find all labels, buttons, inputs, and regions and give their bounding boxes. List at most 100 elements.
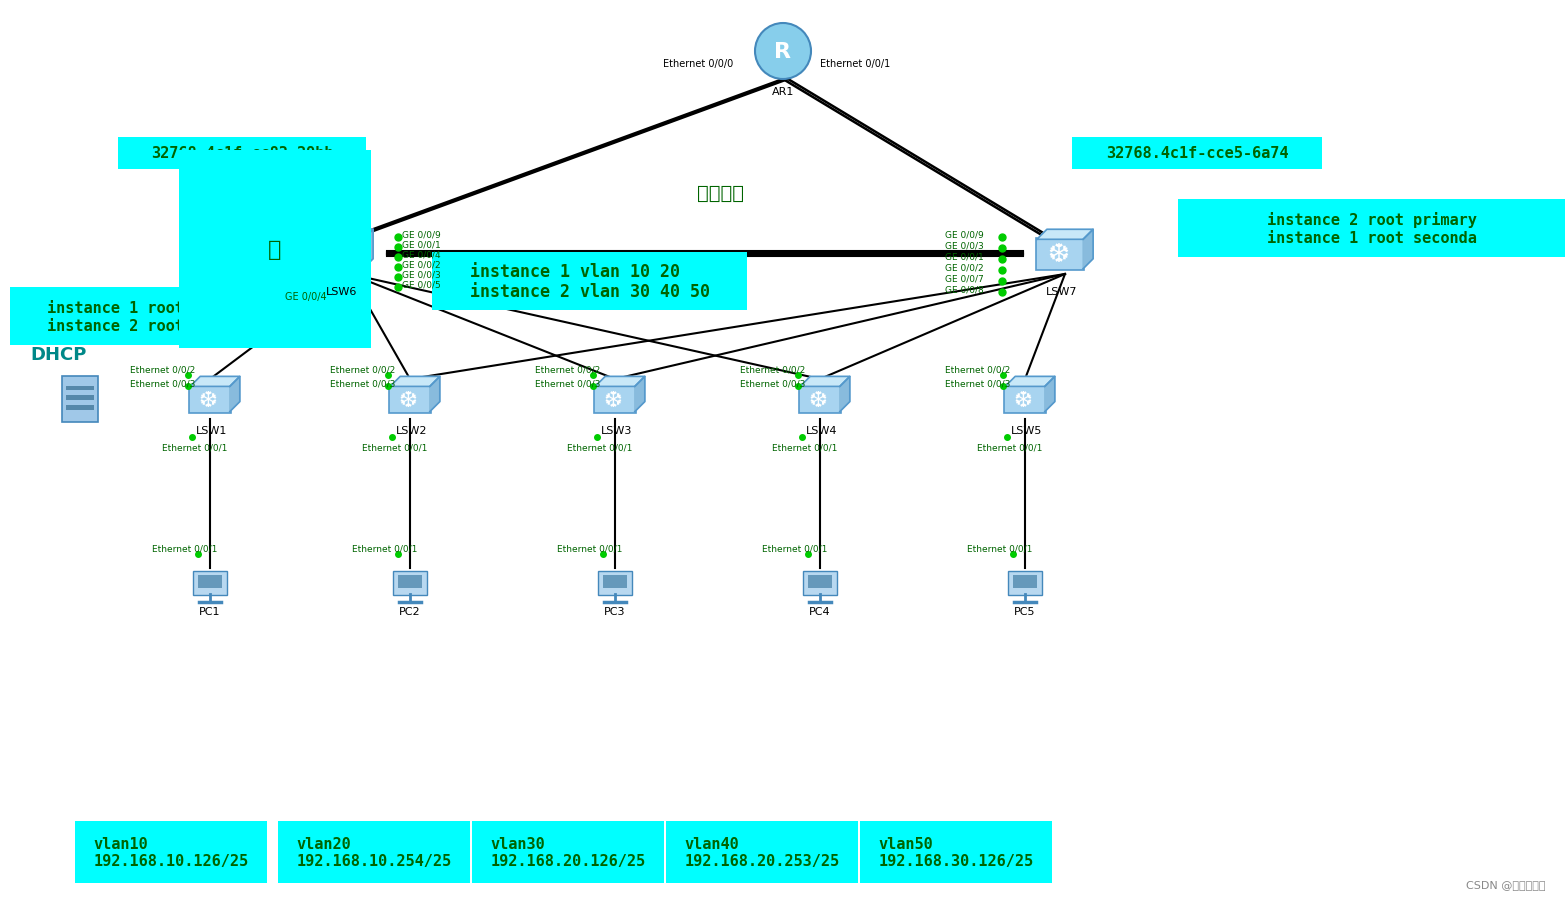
FancyBboxPatch shape bbox=[9, 288, 311, 345]
Text: Ethernet 0/0/3: Ethernet 0/0/3 bbox=[330, 379, 396, 388]
Text: vlan10
192.168.10.126/25: vlan10 192.168.10.126/25 bbox=[94, 836, 249, 869]
Text: instance 2 root primary
instance 1 root seconda: instance 2 root primary instance 1 root … bbox=[1266, 212, 1476, 245]
FancyBboxPatch shape bbox=[861, 821, 1052, 883]
FancyBboxPatch shape bbox=[598, 571, 632, 595]
FancyBboxPatch shape bbox=[66, 386, 94, 391]
Polygon shape bbox=[595, 377, 645, 387]
FancyBboxPatch shape bbox=[1013, 575, 1038, 589]
Text: LSW4: LSW4 bbox=[806, 426, 837, 436]
Polygon shape bbox=[840, 377, 850, 412]
Text: LSW3: LSW3 bbox=[601, 426, 632, 436]
Text: GE 0/0/2: GE 0/0/2 bbox=[945, 263, 984, 272]
Text: Ethernet 0/0/2: Ethernet 0/0/2 bbox=[130, 365, 196, 374]
FancyBboxPatch shape bbox=[1072, 138, 1322, 170]
Text: ❆: ❆ bbox=[199, 390, 218, 410]
Text: ❆: ❆ bbox=[809, 390, 828, 410]
Text: Ethernet 0/0/2: Ethernet 0/0/2 bbox=[330, 365, 396, 374]
Text: ❆: ❆ bbox=[604, 390, 623, 410]
FancyBboxPatch shape bbox=[667, 821, 858, 883]
FancyBboxPatch shape bbox=[473, 821, 664, 883]
Text: GE 0/0/7: GE 0/0/7 bbox=[945, 274, 984, 283]
Text: PC5: PC5 bbox=[1014, 606, 1036, 616]
Polygon shape bbox=[1045, 377, 1055, 412]
FancyBboxPatch shape bbox=[1005, 386, 1045, 413]
Text: GE 0/0/1: GE 0/0/1 bbox=[945, 253, 984, 262]
Text: 根: 根 bbox=[268, 240, 282, 260]
Text: vlan20
192.168.10.254/25: vlan20 192.168.10.254/25 bbox=[296, 836, 452, 869]
Polygon shape bbox=[1005, 377, 1055, 387]
FancyBboxPatch shape bbox=[279, 821, 470, 883]
FancyBboxPatch shape bbox=[316, 239, 365, 271]
Text: LSW5: LSW5 bbox=[1011, 426, 1042, 436]
FancyBboxPatch shape bbox=[66, 406, 94, 410]
Text: GE 0/0/9: GE 0/0/9 bbox=[402, 230, 441, 239]
FancyBboxPatch shape bbox=[432, 253, 747, 310]
Polygon shape bbox=[230, 377, 239, 412]
Text: AR1: AR1 bbox=[772, 87, 793, 97]
FancyBboxPatch shape bbox=[192, 571, 227, 595]
Text: instance 1 vlan 10 20
instance 2 vlan 30 40 50: instance 1 vlan 10 20 instance 2 vlan 30… bbox=[470, 262, 709, 301]
FancyBboxPatch shape bbox=[390, 386, 430, 413]
Text: GE 0/0/1: GE 0/0/1 bbox=[402, 240, 441, 249]
Text: Ethernet 0/0/1: Ethernet 0/0/1 bbox=[762, 544, 828, 553]
Text: GE 0/0/3: GE 0/0/3 bbox=[945, 241, 984, 250]
Text: Ethernet 0/0/1: Ethernet 0/0/1 bbox=[352, 544, 418, 553]
FancyBboxPatch shape bbox=[603, 575, 628, 589]
Text: Ethernet 0/0/1: Ethernet 0/0/1 bbox=[567, 443, 632, 452]
Text: Ethernet 0/0/1: Ethernet 0/0/1 bbox=[152, 544, 218, 553]
Text: Ethernet 0/0/1: Ethernet 0/0/1 bbox=[977, 443, 1042, 452]
Text: CSDN @上进小菜猪: CSDN @上进小菜猪 bbox=[1465, 879, 1545, 889]
FancyBboxPatch shape bbox=[803, 571, 837, 595]
Text: GE 0/0/4: GE 0/0/4 bbox=[285, 291, 327, 301]
Text: LSW1: LSW1 bbox=[196, 426, 227, 436]
Polygon shape bbox=[800, 377, 850, 387]
Text: ❆: ❆ bbox=[399, 390, 418, 410]
Text: Ethernet 0/0/3: Ethernet 0/0/3 bbox=[945, 379, 1011, 388]
Polygon shape bbox=[430, 377, 440, 412]
Polygon shape bbox=[1083, 230, 1092, 270]
Text: PC2: PC2 bbox=[399, 606, 421, 616]
Text: 32768.4c1f-cc83-29bb: 32768.4c1f-cc83-29bb bbox=[150, 146, 333, 161]
Text: DHCP: DHCP bbox=[30, 345, 86, 364]
Text: LSW6: LSW6 bbox=[327, 287, 358, 297]
Text: Ethernet 0/0/1: Ethernet 0/0/1 bbox=[557, 544, 623, 553]
Text: Ethernet 0/0/1: Ethernet 0/0/1 bbox=[362, 443, 427, 452]
FancyBboxPatch shape bbox=[117, 138, 366, 170]
Text: Ethernet 0/0/1: Ethernet 0/0/1 bbox=[820, 59, 890, 69]
Text: ❆: ❆ bbox=[1047, 242, 1069, 268]
Text: Ethernet 0/0/2: Ethernet 0/0/2 bbox=[945, 365, 1011, 374]
Polygon shape bbox=[390, 377, 440, 387]
Polygon shape bbox=[191, 377, 239, 387]
FancyBboxPatch shape bbox=[1178, 199, 1565, 258]
Text: GE 0/0/2: GE 0/0/2 bbox=[402, 260, 441, 269]
Text: GE 0/0/3: GE 0/0/3 bbox=[402, 271, 441, 280]
Text: GE 0/0/9: GE 0/0/9 bbox=[945, 230, 984, 239]
FancyBboxPatch shape bbox=[595, 386, 635, 413]
Text: ❆: ❆ bbox=[327, 242, 349, 268]
FancyBboxPatch shape bbox=[189, 386, 230, 413]
Text: vlan30
192.168.20.126/25: vlan30 192.168.20.126/25 bbox=[490, 836, 646, 869]
FancyBboxPatch shape bbox=[75, 821, 268, 883]
Text: vlan40
192.168.20.253/25: vlan40 192.168.20.253/25 bbox=[684, 836, 839, 869]
Text: vlan50
192.168.30.126/25: vlan50 192.168.30.126/25 bbox=[878, 836, 1033, 869]
Polygon shape bbox=[1038, 230, 1092, 240]
Text: Ethernet 0/0/2: Ethernet 0/0/2 bbox=[740, 365, 806, 374]
Text: GE 0/0/5: GE 0/0/5 bbox=[402, 281, 441, 290]
Text: Ethernet 0/0/2: Ethernet 0/0/2 bbox=[535, 365, 601, 374]
Text: Ethernet 0/0/3: Ethernet 0/0/3 bbox=[130, 379, 196, 388]
Polygon shape bbox=[635, 377, 645, 412]
Text: 链路聚合: 链路聚合 bbox=[696, 183, 743, 202]
Polygon shape bbox=[363, 230, 372, 270]
FancyBboxPatch shape bbox=[1008, 571, 1042, 595]
Text: instance 1 root primary
instance 2 root secondary: instance 1 root primary instance 2 root … bbox=[47, 299, 275, 334]
Text: PC4: PC4 bbox=[809, 606, 831, 616]
FancyBboxPatch shape bbox=[63, 376, 99, 422]
Circle shape bbox=[754, 24, 811, 80]
FancyBboxPatch shape bbox=[393, 571, 427, 595]
FancyBboxPatch shape bbox=[66, 396, 94, 400]
FancyBboxPatch shape bbox=[1036, 239, 1085, 271]
Text: LSW7: LSW7 bbox=[1047, 287, 1078, 297]
Text: Ethernet 0/0/1: Ethernet 0/0/1 bbox=[163, 443, 227, 452]
Text: GE 0/0/8: GE 0/0/8 bbox=[945, 285, 984, 294]
Text: PC3: PC3 bbox=[604, 606, 626, 616]
